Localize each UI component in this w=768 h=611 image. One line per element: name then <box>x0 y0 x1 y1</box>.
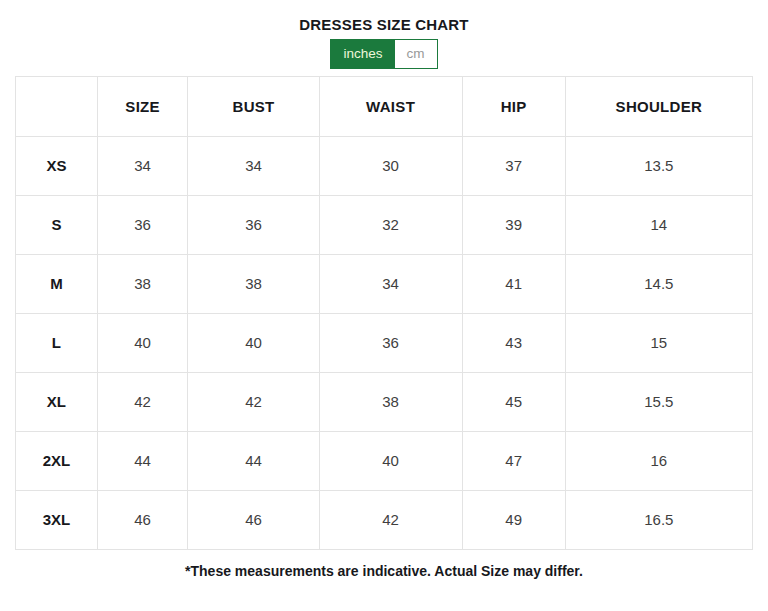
cell-bust: 44 <box>188 431 319 490</box>
table-row-xs: XS 34 34 30 37 13.5 <box>16 136 753 195</box>
row-label: L <box>16 313 98 372</box>
cell-hip: 49 <box>462 490 565 549</box>
unit-toggle-inches-button[interactable]: inches <box>331 40 394 68</box>
size-chart-table: SIZE BUST WAIST HIP SHOULDER XS 34 34 30… <box>15 76 753 550</box>
header-cell-size: SIZE <box>97 76 188 136</box>
cell-waist: 30 <box>319 136 462 195</box>
cell-size: 36 <box>97 195 188 254</box>
row-label: XS <box>16 136 98 195</box>
table-row-s: S 36 36 32 39 14 <box>16 195 753 254</box>
unit-toggle: inches cm <box>330 39 437 69</box>
page-title: DRESSES SIZE CHART <box>0 0 768 33</box>
row-label: 3XL <box>16 490 98 549</box>
footnote: *These measurements are indicative. Actu… <box>0 563 768 579</box>
header-cell-waist: WAIST <box>319 76 462 136</box>
cell-shoulder: 14 <box>565 195 752 254</box>
cell-bust: 36 <box>188 195 319 254</box>
cell-bust: 46 <box>188 490 319 549</box>
cell-shoulder: 15 <box>565 313 752 372</box>
header-row: SIZE BUST WAIST HIP SHOULDER <box>16 76 753 136</box>
cell-size: 44 <box>97 431 188 490</box>
cell-hip: 47 <box>462 431 565 490</box>
cell-waist: 38 <box>319 372 462 431</box>
header-cell-bust: BUST <box>188 76 319 136</box>
cell-hip: 39 <box>462 195 565 254</box>
cell-size: 42 <box>97 372 188 431</box>
table-row-m: M 38 38 34 41 14.5 <box>16 254 753 313</box>
cell-shoulder: 15.5 <box>565 372 752 431</box>
unit-toggle-wrap: inches cm <box>0 39 768 69</box>
cell-shoulder: 14.5 <box>565 254 752 313</box>
header-cell-hip: HIP <box>462 76 565 136</box>
header-cell-empty <box>16 76 98 136</box>
cell-bust: 40 <box>188 313 319 372</box>
cell-hip: 41 <box>462 254 565 313</box>
cell-waist: 34 <box>319 254 462 313</box>
cell-waist: 40 <box>319 431 462 490</box>
row-label: M <box>16 254 98 313</box>
size-chart-page: DRESSES SIZE CHART inches cm SIZE BUST W… <box>0 0 768 611</box>
cell-hip: 37 <box>462 136 565 195</box>
cell-hip: 45 <box>462 372 565 431</box>
table-row-2xl: 2XL 44 44 40 47 16 <box>16 431 753 490</box>
cell-size: 34 <box>97 136 188 195</box>
row-label: 2XL <box>16 431 98 490</box>
cell-bust: 42 <box>188 372 319 431</box>
row-label: S <box>16 195 98 254</box>
cell-bust: 34 <box>188 136 319 195</box>
cell-hip: 43 <box>462 313 565 372</box>
table-row-xl: XL 42 42 38 45 15.5 <box>16 372 753 431</box>
cell-size: 46 <box>97 490 188 549</box>
cell-bust: 38 <box>188 254 319 313</box>
table-row-l: L 40 40 36 43 15 <box>16 313 753 372</box>
header-cell-shoulder: SHOULDER <box>565 76 752 136</box>
cell-waist: 42 <box>319 490 462 549</box>
cell-shoulder: 13.5 <box>565 136 752 195</box>
cell-waist: 32 <box>319 195 462 254</box>
row-label: XL <box>16 372 98 431</box>
cell-size: 38 <box>97 254 188 313</box>
cell-size: 40 <box>97 313 188 372</box>
cell-waist: 36 <box>319 313 462 372</box>
cell-shoulder: 16 <box>565 431 752 490</box>
unit-toggle-cm-button[interactable]: cm <box>395 40 437 68</box>
cell-shoulder: 16.5 <box>565 490 752 549</box>
table-row-3xl: 3XL 46 46 42 49 16.5 <box>16 490 753 549</box>
